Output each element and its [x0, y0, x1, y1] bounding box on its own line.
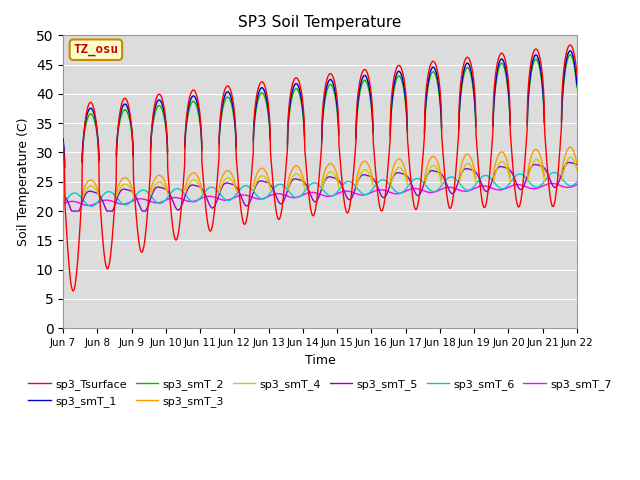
sp3_smT_6: [464, 187, 472, 193]
sp3_smT_3: [573, 160, 580, 166]
sp3_Tsurface: [435, 77, 443, 83]
sp3_smT_5: [301, 180, 308, 185]
sp3_smT_5: [573, 162, 580, 168]
sp3_smT_3: [60, 188, 67, 194]
sp3_Tsurface: [566, 42, 574, 48]
sp3_smT_1: [464, 60, 472, 66]
sp3_smT_7: [406, 186, 414, 192]
sp3_smT_7: [573, 182, 580, 188]
sp3_smT_3: [435, 163, 443, 169]
sp3_smT_2: [60, 139, 67, 145]
sp3_smT_6: [573, 179, 580, 185]
sp3_smT_6: [435, 186, 443, 192]
sp3_smT_7: [152, 200, 159, 205]
Line: sp3_smT_5: sp3_smT_5: [63, 162, 577, 211]
sp3_Tsurface: [60, 139, 67, 145]
Legend: sp3_Tsurface, sp3_smT_1, sp3_smT_2, sp3_smT_3, sp3_smT_4, sp3_smT_5, sp3_smT_6, : sp3_Tsurface, sp3_smT_1, sp3_smT_2, sp3_…: [24, 375, 616, 411]
sp3_smT_1: [435, 85, 443, 91]
sp3_Tsurface: [464, 55, 472, 60]
Text: TZ_osu: TZ_osu: [74, 43, 118, 56]
sp3_smT_6: [152, 199, 159, 204]
sp3_smT_4: [301, 185, 308, 191]
sp3_smT_4: [464, 161, 472, 167]
sp3_smT_7: [573, 182, 580, 188]
sp3_smT_5: [68, 208, 76, 214]
sp3_Tsurface: [69, 288, 77, 294]
sp3_Tsurface: [573, 72, 580, 77]
sp3_smT_6: [406, 180, 414, 186]
sp3_smT_4: [573, 168, 580, 173]
sp3_Tsurface: [152, 98, 159, 104]
sp3_smT_3: [152, 175, 159, 181]
sp3_smT_4: [152, 182, 159, 188]
sp3_smT_3: [464, 151, 472, 157]
sp3_smT_7: [60, 201, 67, 207]
sp3_smT_6: [550, 169, 558, 175]
sp3_smT_1: [60, 136, 67, 142]
sp3_smT_7: [84, 203, 92, 208]
sp3_smT_1: [573, 82, 580, 87]
sp3_smT_7: [548, 180, 556, 186]
sp3_smT_1: [152, 103, 159, 109]
Line: sp3_smT_3: sp3_smT_3: [63, 147, 577, 197]
sp3_smT_5: [566, 159, 573, 165]
sp3_smT_7: [435, 188, 443, 193]
sp3_Tsurface: [301, 144, 308, 150]
sp3_smT_6: [573, 180, 580, 185]
X-axis label: Time: Time: [305, 354, 335, 367]
Line: sp3_Tsurface: sp3_Tsurface: [63, 45, 577, 291]
sp3_smT_5: [435, 169, 443, 175]
sp3_smT_2: [572, 78, 580, 84]
sp3_smT_2: [435, 89, 443, 95]
sp3_Tsurface: [573, 67, 580, 72]
sp3_smT_4: [435, 170, 443, 176]
sp3_smT_4: [60, 191, 67, 197]
Line: sp3_smT_4: sp3_smT_4: [63, 157, 577, 199]
sp3_smT_2: [464, 65, 472, 71]
Line: sp3_smT_7: sp3_smT_7: [63, 183, 577, 205]
sp3_smT_7: [301, 192, 308, 197]
Y-axis label: Soil Temperature (C): Soil Temperature (C): [17, 118, 30, 246]
sp3_smT_6: [60, 201, 67, 207]
Title: SP3 Soil Temperature: SP3 Soil Temperature: [238, 15, 402, 30]
sp3_smT_2: [573, 85, 580, 91]
sp3_smT_5: [573, 161, 580, 167]
sp3_smT_5: [464, 166, 472, 172]
sp3_smT_7: [464, 188, 472, 194]
sp3_smT_4: [572, 165, 580, 171]
Line: sp3_smT_1: sp3_smT_1: [63, 51, 577, 167]
sp3_smT_1: [572, 75, 580, 81]
sp3_smT_5: [406, 179, 414, 184]
sp3_smT_6: [301, 189, 308, 194]
Line: sp3_smT_2: sp3_smT_2: [63, 55, 577, 168]
sp3_smT_6: [88, 204, 95, 209]
sp3_smT_3: [572, 157, 580, 163]
sp3_smT_5: [152, 185, 159, 191]
Line: sp3_smT_6: sp3_smT_6: [63, 172, 577, 206]
sp3_Tsurface: [406, 173, 414, 179]
sp3_smT_2: [152, 108, 159, 114]
sp3_smT_5: [60, 192, 67, 198]
